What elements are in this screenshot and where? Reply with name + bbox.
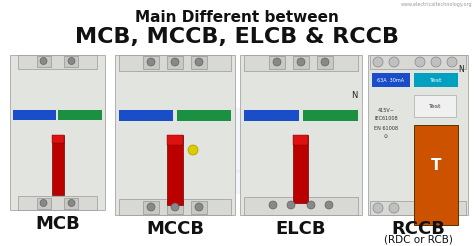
Circle shape (171, 203, 179, 211)
Text: ELCB: ELCB (276, 220, 326, 238)
Text: (RDC or RCB): (RDC or RCB) (383, 234, 453, 244)
Ellipse shape (207, 108, 267, 172)
Circle shape (188, 145, 198, 155)
Bar (368, 55, 468, 215)
Bar (414, 95, 456, 117)
Circle shape (325, 201, 333, 209)
Bar (64, 198, 79, 209)
Text: Test: Test (430, 77, 442, 82)
Text: N: N (458, 64, 464, 74)
Bar (225, 170, 249, 188)
Bar (143, 201, 159, 214)
Bar (229, 188, 245, 194)
Bar (293, 135, 308, 145)
Bar (143, 56, 159, 69)
Circle shape (269, 201, 277, 209)
Bar (269, 56, 285, 69)
Circle shape (431, 57, 441, 67)
Text: Main Different between: Main Different between (135, 10, 339, 25)
Circle shape (415, 203, 425, 213)
Bar (293, 135, 308, 203)
Text: 63A  30mA: 63A 30mA (377, 77, 405, 82)
Circle shape (68, 58, 75, 64)
Circle shape (147, 58, 155, 66)
Bar (52, 135, 64, 195)
Circle shape (287, 201, 295, 209)
Bar (119, 110, 173, 121)
Bar (10, 55, 105, 210)
Bar (167, 135, 183, 205)
Bar (293, 56, 309, 69)
Bar (191, 56, 207, 69)
Text: IEC61008: IEC61008 (374, 117, 398, 122)
Circle shape (447, 203, 457, 213)
Circle shape (195, 203, 203, 211)
Bar (240, 55, 362, 215)
Circle shape (373, 57, 383, 67)
Bar (191, 201, 207, 214)
Circle shape (415, 57, 425, 67)
Circle shape (447, 57, 457, 67)
Text: MCCB: MCCB (146, 220, 204, 238)
Bar (414, 73, 458, 87)
Circle shape (431, 203, 441, 213)
Bar (13, 110, 56, 120)
Circle shape (68, 200, 75, 206)
Text: N: N (351, 91, 357, 99)
Text: Test: Test (429, 104, 441, 108)
Bar (64, 56, 79, 67)
Circle shape (147, 203, 155, 211)
Bar (167, 201, 183, 214)
Bar (57, 110, 101, 120)
Circle shape (297, 58, 305, 66)
Bar (18, 196, 97, 210)
Circle shape (273, 58, 281, 66)
Bar (115, 55, 235, 215)
Bar (370, 201, 466, 215)
Bar (317, 56, 333, 69)
Bar (167, 56, 183, 69)
Circle shape (321, 58, 329, 66)
Bar (370, 55, 466, 69)
Text: MCB, MCCB, ELCB & RCCB: MCB, MCCB, ELCB & RCCB (75, 27, 399, 47)
Bar (18, 55, 97, 69)
Text: www.electricaltechnology.org: www.electricaltechnology.org (401, 2, 472, 7)
Circle shape (40, 58, 47, 64)
Bar (52, 135, 64, 143)
Text: T: T (431, 157, 441, 172)
Bar (119, 55, 231, 71)
Circle shape (389, 57, 399, 67)
Circle shape (307, 201, 315, 209)
Bar (244, 55, 358, 71)
Bar (36, 56, 51, 67)
Bar (177, 110, 231, 121)
Text: 415V~: 415V~ (378, 108, 394, 112)
Bar (303, 110, 358, 121)
Circle shape (195, 58, 203, 66)
Bar (244, 110, 299, 121)
Bar (167, 135, 183, 145)
Circle shape (171, 58, 179, 66)
Bar (372, 73, 410, 87)
Text: RCCB: RCCB (391, 220, 445, 238)
Bar (244, 197, 358, 215)
Text: ⊙: ⊙ (384, 135, 388, 139)
Circle shape (40, 200, 47, 206)
Bar (414, 125, 458, 225)
Text: EN 61008: EN 61008 (374, 125, 398, 130)
Bar (36, 198, 51, 209)
Circle shape (373, 203, 383, 213)
Text: MCB: MCB (35, 215, 80, 233)
Circle shape (389, 203, 399, 213)
Bar (119, 199, 231, 215)
